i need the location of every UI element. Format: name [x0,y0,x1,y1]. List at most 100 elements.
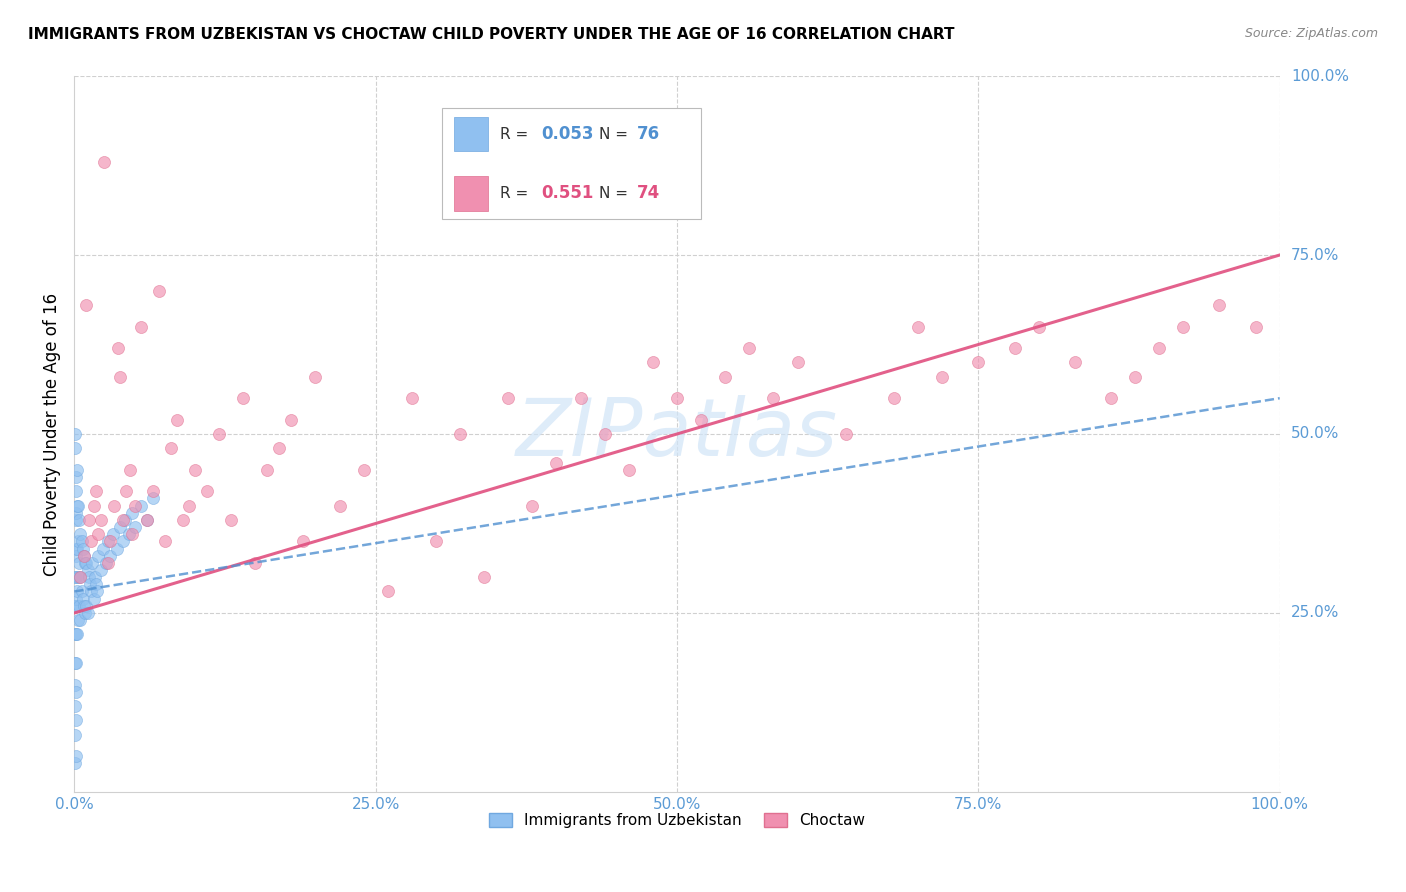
Point [90,563,112,577]
Point [65,599,87,613]
Point [75,599,97,613]
Point [87,527,110,541]
Text: 25.0%: 25.0% [1291,606,1339,621]
Point [65,714,87,728]
Point [762,391,785,405]
Point [135,513,157,527]
Point [449,427,471,442]
Point [87,549,110,563]
Text: R =: R = [499,127,533,142]
Text: N =: N = [599,186,633,201]
Point [65,684,87,698]
Point [184,463,207,477]
Point [666,391,689,405]
Point [835,427,858,442]
Point [472,570,495,584]
Point [65,427,87,442]
Point [593,427,616,442]
Point [172,513,194,527]
Point [66,463,89,477]
Point [100,534,122,549]
Point [83,499,105,513]
Point [401,391,423,405]
Point [786,355,808,369]
Point [63,570,86,584]
Point [76,606,98,620]
Point [714,369,737,384]
Point [142,491,165,506]
Point [67,513,90,527]
Point [142,484,165,499]
Point [93,155,115,169]
Point [70,584,93,599]
Text: 0.053: 0.053 [541,125,593,143]
Point [65,591,87,606]
Point [84,484,107,499]
Point [111,534,134,549]
Point [883,391,905,405]
Point [124,499,146,513]
Point [65,484,87,499]
Point [63,677,86,691]
Point [65,541,87,556]
Text: IMMIGRANTS FROM UZBEKISTAN VS CHOCTAW CHILD POVERTY UNDER THE AGE OF 16 CORRELAT: IMMIGRANTS FROM UZBEKISTAN VS CHOCTAW CH… [28,27,955,42]
Text: 50.0%: 50.0% [1291,426,1339,442]
Point [107,341,129,355]
FancyBboxPatch shape [454,117,488,151]
Point [115,484,138,499]
FancyBboxPatch shape [454,177,488,211]
Text: N =: N = [599,127,633,142]
Point [121,506,143,520]
Point [97,534,120,549]
Point [111,513,134,527]
Point [97,556,120,570]
Point [166,412,188,426]
Point [114,513,136,527]
Point [69,570,91,584]
Point [72,541,94,556]
Text: 75.0%: 75.0% [1291,247,1339,262]
Point [353,463,375,477]
Point [269,442,291,456]
Point [1147,341,1170,355]
Point [1208,298,1230,312]
Point [66,499,89,513]
Point [63,656,86,670]
Text: R =: R = [499,186,533,201]
Point [91,541,114,556]
Point [66,627,89,641]
Point [108,520,131,534]
Point [80,534,103,549]
Point [101,527,124,541]
Point [931,369,953,384]
Point [82,556,104,570]
Point [1063,355,1085,369]
Point [546,456,568,470]
Point [292,534,315,549]
Point [67,599,90,613]
Point [77,570,100,584]
Point [73,549,96,563]
Point [208,427,231,442]
Point [66,570,89,584]
Point [738,341,761,355]
Point [280,412,302,426]
Point [73,599,96,613]
Point [94,556,117,570]
Point [65,470,87,484]
Point [328,499,350,513]
Point [73,549,96,563]
Point [66,499,89,513]
Point [1173,319,1195,334]
Point [243,556,266,570]
Point [84,577,107,591]
Point [86,584,108,599]
Point [65,442,87,456]
Point [63,728,86,742]
Point [66,584,89,599]
Point [65,513,87,527]
Point [159,442,181,456]
Point [75,298,97,312]
Point [100,549,122,563]
Point [63,627,86,641]
